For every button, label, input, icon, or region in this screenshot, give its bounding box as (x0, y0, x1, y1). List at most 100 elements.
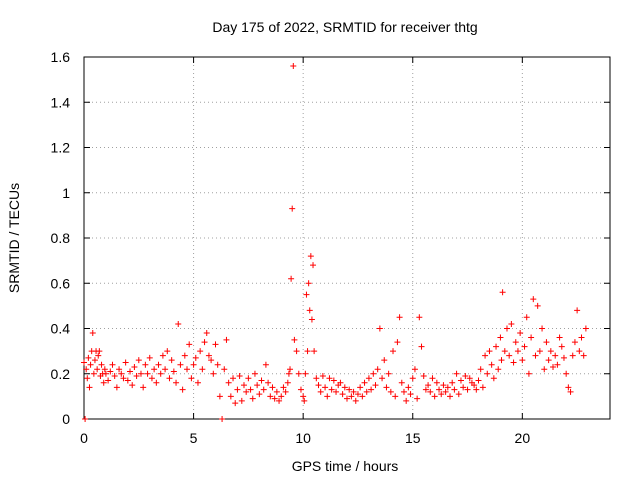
data-point (111, 373, 118, 380)
data-point (101, 366, 108, 373)
data-point (361, 379, 368, 386)
data-point (543, 339, 550, 346)
x-tick-label: 5 (190, 430, 198, 446)
data-point (285, 370, 292, 377)
data-point (177, 361, 184, 368)
data-point (403, 397, 410, 404)
data-point (400, 388, 407, 395)
data-point (288, 275, 295, 282)
data-point (341, 384, 348, 391)
data-point (94, 366, 101, 373)
data-points (81, 63, 589, 422)
data-point (499, 289, 506, 296)
data-point (471, 382, 478, 389)
data-point (563, 370, 570, 377)
data-point (344, 395, 350, 402)
data-point (81, 359, 87, 366)
data-point (436, 386, 443, 393)
data-point (574, 307, 581, 314)
data-point (313, 375, 320, 382)
data-point (271, 395, 278, 402)
data-point (571, 339, 578, 346)
data-point (293, 348, 300, 355)
data-point (232, 400, 239, 407)
data-point (440, 382, 447, 389)
data-point (84, 375, 91, 382)
data-point (247, 386, 254, 393)
data-point (464, 386, 471, 393)
data-point (390, 348, 397, 355)
data-point (151, 366, 158, 373)
data-point (418, 343, 425, 350)
data-point (86, 384, 93, 391)
data-point (175, 320, 182, 327)
data-point (120, 375, 127, 382)
data-point (460, 384, 467, 391)
data-point (431, 393, 438, 400)
x-tick-label: 15 (405, 430, 421, 446)
data-point (282, 388, 289, 395)
data-point (490, 375, 497, 382)
data-point (146, 354, 153, 361)
data-point (376, 325, 383, 332)
data-point (188, 375, 195, 382)
data-point (363, 388, 370, 395)
data-point (173, 379, 180, 386)
data-point (170, 368, 177, 375)
data-point (107, 368, 114, 375)
data-point (420, 373, 427, 380)
data-point (427, 388, 434, 395)
x-tick-label: 10 (295, 430, 311, 446)
data-point (131, 363, 138, 370)
y-tick-label: 1.4 (51, 94, 71, 110)
data-point (122, 359, 129, 366)
data-point (449, 379, 456, 386)
data-point (310, 262, 317, 269)
data-point (385, 370, 392, 377)
data-point (567, 388, 574, 395)
data-point (260, 386, 267, 393)
data-point (580, 352, 587, 359)
data-point (451, 386, 458, 393)
data-point (113, 384, 120, 391)
data-point (425, 382, 432, 389)
data-point (100, 379, 107, 386)
data-point (124, 377, 131, 384)
data-point (541, 366, 548, 373)
data-point (153, 379, 160, 386)
data-point (510, 359, 517, 366)
data-point (256, 391, 263, 398)
data-point (245, 375, 252, 382)
data-point (159, 352, 166, 359)
data-point (243, 388, 250, 395)
data-point (473, 386, 480, 393)
data-point (157, 370, 164, 377)
data-point (370, 370, 377, 377)
data-point (488, 361, 495, 368)
data-point (236, 373, 243, 380)
x-tick-label: 20 (515, 430, 531, 446)
data-point (455, 391, 462, 398)
data-point (582, 325, 589, 332)
data-point (387, 388, 394, 395)
data-point (477, 366, 484, 373)
data-point (333, 388, 340, 395)
data-point (223, 336, 230, 343)
data-point (409, 375, 416, 382)
data-point (501, 348, 508, 355)
data-point (536, 348, 543, 355)
data-point (234, 386, 241, 393)
data-point (576, 348, 583, 355)
data-point (95, 352, 102, 359)
data-point (560, 354, 567, 361)
data-point (475, 377, 482, 384)
data-point (85, 354, 92, 361)
data-point (181, 352, 188, 359)
data-point (365, 375, 372, 382)
data-point (569, 352, 576, 359)
data-point (532, 352, 539, 359)
data-point (383, 384, 390, 391)
data-point (545, 357, 552, 364)
data-point (493, 343, 500, 350)
